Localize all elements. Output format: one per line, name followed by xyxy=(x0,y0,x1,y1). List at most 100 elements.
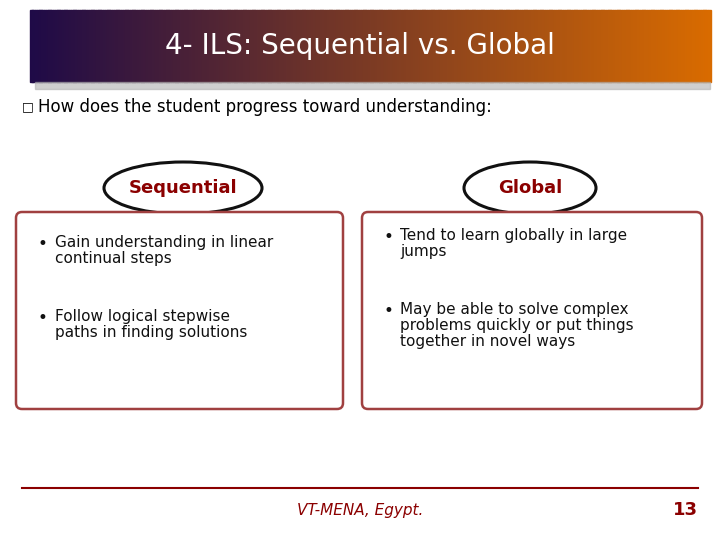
Bar xyxy=(647,10,649,82)
Bar xyxy=(692,10,695,82)
Bar xyxy=(132,10,135,82)
Bar xyxy=(341,10,343,82)
Bar xyxy=(277,10,280,82)
Bar xyxy=(629,10,631,82)
Bar xyxy=(415,10,418,82)
Bar xyxy=(266,10,269,82)
Bar xyxy=(374,10,377,82)
Bar xyxy=(402,10,405,82)
Bar xyxy=(672,10,674,82)
Bar xyxy=(449,10,452,82)
Text: •: • xyxy=(383,228,393,246)
Bar xyxy=(694,10,697,82)
Bar xyxy=(508,10,511,82)
Bar xyxy=(35,10,37,82)
Bar xyxy=(438,10,441,82)
Bar xyxy=(159,10,162,82)
Bar xyxy=(259,10,261,82)
Bar xyxy=(338,10,341,82)
Bar xyxy=(80,10,83,82)
Bar xyxy=(485,10,488,82)
Bar xyxy=(411,10,413,82)
Bar xyxy=(356,10,359,82)
Bar xyxy=(499,10,502,82)
Bar xyxy=(198,10,200,82)
Bar xyxy=(669,10,672,82)
Bar xyxy=(91,10,94,82)
Bar xyxy=(492,10,495,82)
Bar xyxy=(640,10,642,82)
Bar xyxy=(359,10,361,82)
Bar xyxy=(690,10,693,82)
Bar xyxy=(631,10,634,82)
Bar xyxy=(275,10,278,82)
Bar xyxy=(472,10,474,82)
Bar xyxy=(708,10,711,82)
Bar xyxy=(232,10,235,82)
Bar xyxy=(522,10,525,82)
Bar xyxy=(204,10,207,82)
Bar xyxy=(243,10,246,82)
Bar xyxy=(163,10,166,82)
Bar xyxy=(300,10,302,82)
Bar xyxy=(488,10,490,82)
Bar xyxy=(637,10,640,82)
Bar xyxy=(305,10,307,82)
Bar xyxy=(474,10,477,82)
Bar xyxy=(599,10,602,82)
Bar xyxy=(230,10,233,82)
Bar xyxy=(611,10,613,82)
Bar xyxy=(674,10,677,82)
Bar xyxy=(549,10,552,82)
Bar xyxy=(469,10,472,82)
Bar xyxy=(261,10,264,82)
Bar xyxy=(443,10,445,82)
Bar xyxy=(202,10,205,82)
Bar xyxy=(386,10,389,82)
Text: 13: 13 xyxy=(673,501,698,519)
Bar xyxy=(703,10,706,82)
Bar xyxy=(184,10,187,82)
Text: •: • xyxy=(383,302,393,320)
Bar xyxy=(123,10,126,82)
Bar xyxy=(433,10,436,82)
Bar xyxy=(352,10,355,82)
Bar xyxy=(554,10,557,82)
Bar xyxy=(109,10,112,82)
Bar xyxy=(565,10,567,82)
Bar xyxy=(481,10,484,82)
Bar xyxy=(613,10,616,82)
Bar xyxy=(497,10,500,82)
Bar xyxy=(585,10,588,82)
Bar xyxy=(644,10,647,82)
Bar xyxy=(431,10,434,82)
Bar xyxy=(347,10,350,82)
Bar xyxy=(116,10,119,82)
Bar xyxy=(256,10,259,82)
Bar xyxy=(307,10,310,82)
Bar xyxy=(651,10,654,82)
Bar xyxy=(236,10,239,82)
Bar xyxy=(234,10,237,82)
Bar xyxy=(445,10,448,82)
FancyBboxPatch shape xyxy=(16,212,343,409)
Bar xyxy=(490,10,493,82)
Bar xyxy=(60,10,62,82)
Bar xyxy=(626,10,629,82)
Bar xyxy=(581,10,584,82)
Bar xyxy=(562,10,565,82)
Text: paths in finding solutions: paths in finding solutions xyxy=(55,325,248,340)
Text: together in novel ways: together in novel ways xyxy=(400,334,575,349)
Bar xyxy=(424,10,427,82)
Bar xyxy=(252,10,255,82)
Bar xyxy=(200,10,203,82)
Bar xyxy=(66,10,69,82)
Bar xyxy=(520,10,523,82)
Bar xyxy=(313,10,316,82)
Bar xyxy=(331,10,334,82)
Bar xyxy=(656,10,658,82)
Bar xyxy=(538,10,541,82)
Bar xyxy=(526,10,529,82)
Bar xyxy=(413,10,416,82)
Bar xyxy=(175,10,178,82)
